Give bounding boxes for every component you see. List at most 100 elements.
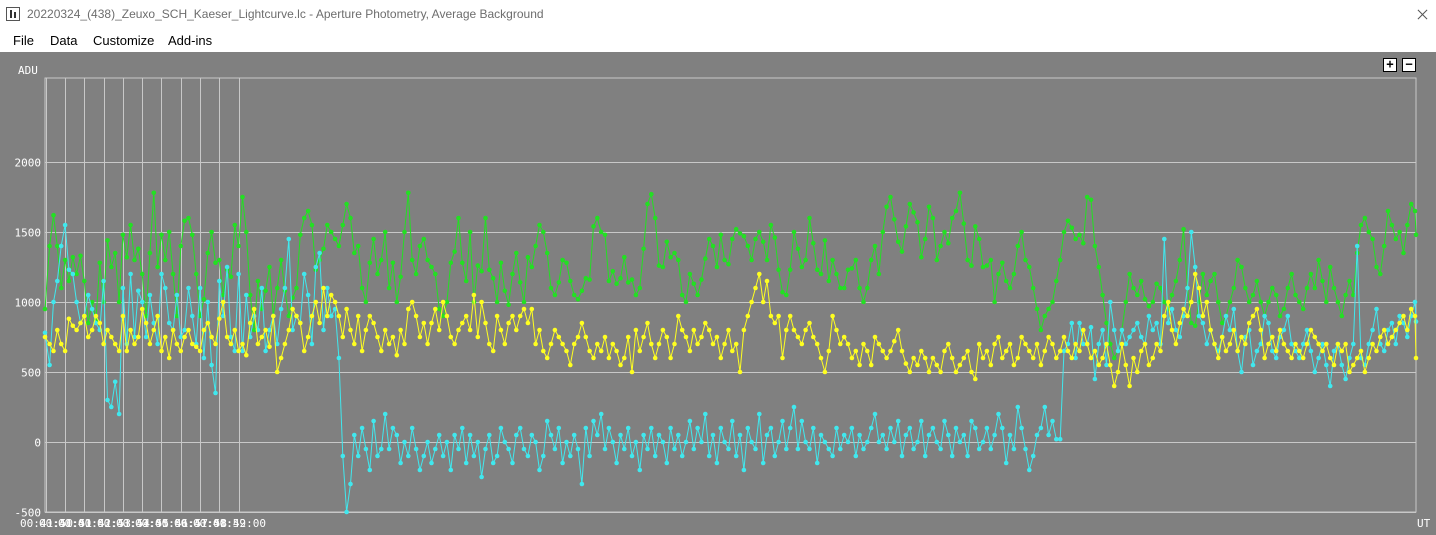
data-point	[1034, 432, 1040, 438]
data-point	[1331, 285, 1337, 291]
data-point	[1212, 271, 1217, 277]
data-point	[386, 341, 392, 347]
menu-data[interactable]: Data	[50, 33, 78, 48]
data-point	[479, 299, 484, 305]
data-point	[174, 292, 180, 298]
data-point	[1343, 341, 1348, 347]
data-point	[1343, 376, 1348, 382]
data-point	[1347, 369, 1352, 375]
data-point	[1092, 243, 1098, 249]
data-point	[776, 267, 781, 273]
data-point	[996, 411, 1001, 417]
data-point	[371, 418, 376, 424]
data-point	[128, 271, 133, 277]
data-point	[552, 327, 558, 333]
data-point	[965, 257, 970, 263]
data-point	[1092, 348, 1098, 354]
data-point	[529, 306, 535, 312]
data-point	[85, 320, 91, 326]
data-point	[818, 355, 824, 361]
data-point	[795, 446, 801, 452]
data-point	[1250, 362, 1256, 368]
data-point	[406, 306, 411, 312]
data-point	[1003, 460, 1009, 466]
data-point	[556, 425, 562, 431]
data-point	[379, 348, 384, 354]
data-point	[1393, 327, 1399, 333]
data-point	[128, 327, 133, 333]
data-point	[1250, 313, 1256, 319]
data-point	[699, 439, 704, 445]
data-point	[1030, 453, 1036, 459]
data-point	[1081, 341, 1086, 347]
data-point	[571, 292, 577, 298]
data-point	[240, 194, 245, 200]
data-point	[741, 233, 747, 239]
data-point	[772, 320, 778, 326]
data-point	[467, 432, 473, 438]
data-point	[197, 348, 203, 354]
data-point	[1231, 327, 1237, 333]
data-point	[679, 453, 685, 459]
menu-add-ins[interactable]: Add-ins	[168, 33, 213, 48]
data-point	[201, 296, 207, 302]
data-point	[552, 292, 558, 298]
data-point	[1231, 306, 1237, 312]
data-point	[78, 253, 83, 259]
data-point	[726, 261, 731, 267]
x-tick-label: 00:41:56	[135, 517, 188, 530]
data-point	[166, 355, 172, 361]
data-point	[309, 313, 315, 319]
menu-customize[interactable]: Customize	[93, 33, 155, 48]
data-point	[1142, 296, 1148, 302]
data-point	[244, 292, 249, 298]
data-point	[784, 327, 789, 333]
data-point	[490, 460, 496, 466]
data-point	[1038, 425, 1044, 431]
zoom-in-button[interactable]: +	[1383, 58, 1397, 72]
data-point	[1405, 334, 1410, 340]
data-point	[232, 348, 238, 354]
data-point	[267, 264, 272, 270]
data-point	[1131, 327, 1136, 333]
data-point	[1015, 355, 1021, 361]
data-point	[1351, 292, 1356, 298]
data-point	[1030, 285, 1036, 291]
data-point	[1374, 348, 1379, 354]
data-point	[730, 236, 735, 242]
data-point	[498, 425, 504, 431]
data-point	[1011, 362, 1017, 368]
data-point	[610, 341, 616, 347]
data-point	[1316, 341, 1321, 347]
data-point	[645, 446, 650, 452]
data-point	[332, 299, 338, 305]
data-point	[1027, 264, 1032, 270]
data-point	[390, 334, 396, 340]
data-point	[1015, 404, 1021, 410]
data-point	[394, 352, 400, 358]
data-point	[822, 238, 828, 243]
menu-file[interactable]: File	[13, 33, 34, 48]
data-point	[814, 267, 820, 273]
data-point	[155, 264, 160, 270]
data-point	[1038, 327, 1044, 333]
data-point	[409, 425, 415, 431]
data-point	[1050, 418, 1055, 424]
data-point	[1366, 341, 1372, 347]
data-point	[1312, 285, 1318, 291]
data-point	[595, 432, 600, 438]
data-point	[58, 243, 64, 249]
data-point	[348, 327, 353, 333]
data-point	[1393, 236, 1399, 242]
data-point	[888, 348, 893, 354]
data-point	[1408, 201, 1414, 207]
data-point	[367, 260, 373, 266]
data-point	[1331, 348, 1337, 354]
data-point	[1370, 341, 1375, 347]
data-point	[749, 439, 754, 445]
zoom-out-button[interactable]: −	[1402, 58, 1416, 72]
data-point	[969, 418, 974, 424]
data-point	[760, 460, 766, 466]
data-point	[240, 348, 245, 354]
data-point	[606, 425, 612, 431]
